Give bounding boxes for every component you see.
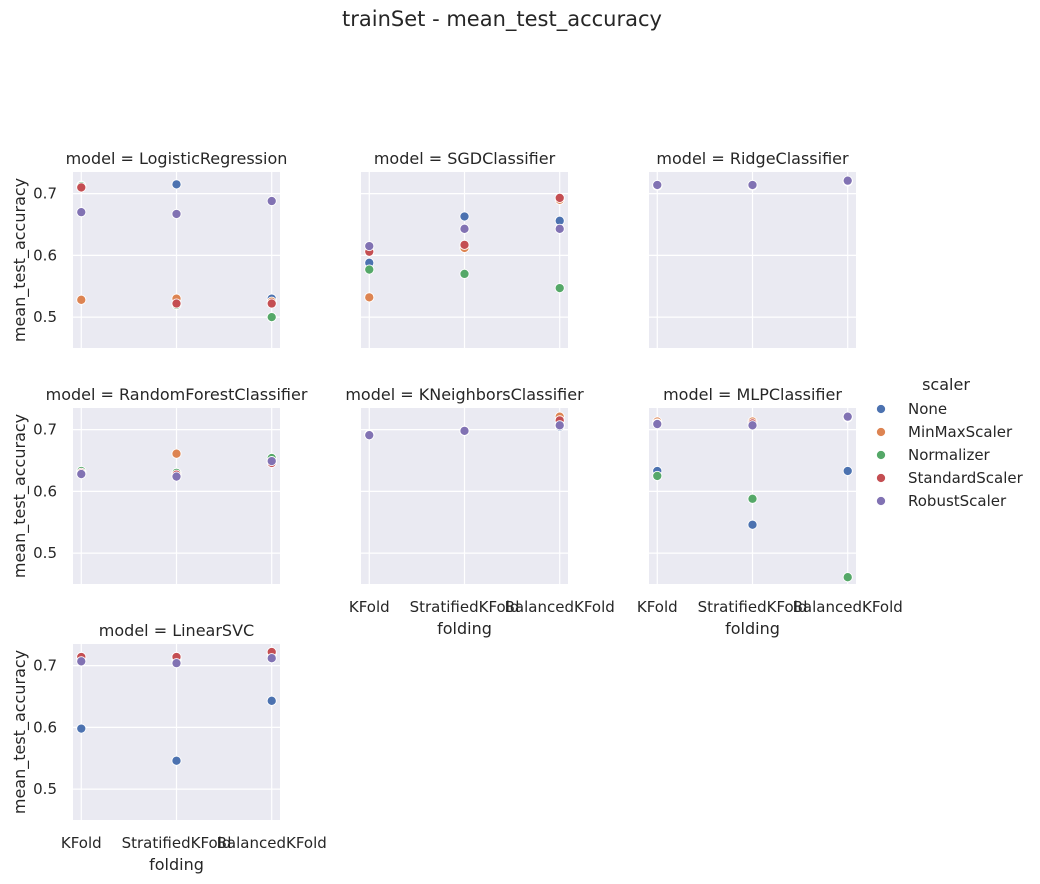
x-tick-label: BalancedKFold [505, 598, 615, 616]
scatter-point [459, 425, 470, 436]
scatter-point [76, 723, 87, 734]
scatter-point [171, 298, 182, 309]
y-tick-label: 0.5 [33, 544, 57, 562]
scatter-point [747, 519, 758, 530]
x-tick-label: StratifiedKFold [122, 834, 232, 852]
scatter-point [76, 182, 87, 193]
scatter-point [266, 195, 277, 207]
scatter-point [459, 239, 470, 250]
facet-panel: model = LinearSVC 0.5 0.6 0.7mean_test_accu… [10, 621, 327, 874]
x-tick-label: BalancedKFold [217, 834, 327, 852]
x-axis-label: folding [725, 619, 780, 638]
scatter-point [171, 658, 182, 669]
legend-title: scaler [922, 375, 970, 394]
facet-panel: model = KNeighborsClassifier KFold Stratif… [345, 385, 614, 638]
scatter-point [364, 292, 375, 303]
y-tick-label: 0.6 [33, 718, 57, 736]
scatter-point [266, 653, 277, 664]
y-axis-label: mean_test_accuracy [10, 650, 30, 814]
scatter-point [554, 420, 565, 431]
panel-title: model = LogisticRegression [66, 149, 288, 168]
x-tick-label: KFold [349, 598, 390, 616]
x-axis-label: folding [437, 619, 492, 638]
scatter-point [364, 430, 375, 441]
legend-entry-label: Normalizer [908, 446, 991, 464]
facet-panel: model = RidgeClassifier [649, 149, 856, 348]
scatter-point [747, 179, 758, 191]
scatter-point [459, 268, 470, 279]
scatter-point [76, 294, 87, 305]
y-axis-label: mean_test_accuracy [10, 178, 30, 342]
scatter-point [266, 298, 277, 309]
scatter-point [76, 656, 87, 667]
legend-entry-label: StandardScaler [908, 469, 1024, 487]
panel-title: model = LinearSVC [99, 621, 254, 640]
scatter-point [459, 223, 470, 234]
panel-title: model = RidgeClassifier [656, 149, 849, 168]
facet-panel: model = SGDClassifier [361, 149, 568, 348]
legend: scaler None MinMaxScaler Normalizer Standard… [875, 375, 1024, 510]
scatter-point [171, 179, 182, 190]
x-axis-label: folding [149, 855, 204, 874]
scatter-point [171, 208, 182, 220]
scatter-point [76, 469, 87, 480]
scatter-point [266, 695, 277, 706]
y-axis-label: mean_test_accuracy [10, 414, 30, 578]
scatter-point [171, 471, 182, 482]
y-tick-label: 0.6 [33, 482, 57, 500]
scatter-point [747, 493, 758, 504]
legend-entry-label: RobustScaler [908, 492, 1007, 510]
scatter-point [747, 420, 758, 431]
x-tick-label: KFold [637, 598, 678, 616]
scatter-point [171, 448, 182, 459]
scatter-point [652, 470, 663, 481]
legend-entry-label: None [908, 400, 947, 418]
legend-entry-label: MinMaxScaler [908, 423, 1013, 441]
panel-title: model = KNeighborsClassifier [345, 385, 584, 404]
scatter-point [171, 755, 182, 766]
y-tick-label: 0.7 [33, 657, 57, 675]
legend-marker [875, 472, 887, 484]
panel-title: model = SGDClassifier [374, 149, 556, 168]
scatter-point [364, 264, 375, 275]
x-tick-label: BalancedKFold [793, 598, 903, 616]
facet-panel: model = MLPClassifier KFold StratifiedKFol… [637, 385, 903, 638]
scatter-point [554, 223, 565, 234]
scatter-point [266, 312, 277, 323]
x-tick-label: StratifiedKFold [698, 598, 808, 616]
scatter-point [554, 283, 565, 294]
figure-title: trainSet - mean_test_accuracy [342, 7, 662, 32]
y-tick-label: 0.5 [33, 780, 57, 798]
scatter-point [459, 211, 470, 222]
facet-panel: model = LogisticRegression 0.5 0.6 0.7mean_… [10, 149, 287, 348]
legend-marker [875, 449, 887, 461]
facet-panels: model = LogisticRegression0.50.60.7mean_… [10, 149, 903, 874]
scatter-point [364, 241, 375, 252]
scatter-point [842, 572, 853, 583]
scatter-point [842, 175, 853, 186]
scatter-point [266, 456, 277, 467]
scatter-point [76, 207, 87, 218]
scatter-point [652, 179, 663, 191]
scatter-point [842, 411, 853, 422]
facet-panel: model = RandomForestClassifier 0.5 0.6 0.7m… [10, 385, 308, 584]
x-tick-label: KFold [61, 834, 102, 852]
y-tick-label: 0.7 [33, 185, 57, 203]
legend-marker [875, 426, 887, 438]
y-tick-label: 0.6 [33, 246, 57, 264]
panel-title: model = MLPClassifier [663, 385, 842, 404]
legend-marker [875, 495, 887, 507]
scatter-point [554, 192, 565, 203]
y-tick-label: 0.5 [33, 308, 57, 326]
y-tick-label: 0.7 [33, 421, 57, 439]
panel-title: model = RandomForestClassifier [46, 385, 308, 404]
scatter-point [652, 419, 663, 430]
x-tick-label: StratifiedKFold [410, 598, 520, 616]
legend-marker [875, 403, 887, 415]
scatter-point [842, 465, 853, 477]
